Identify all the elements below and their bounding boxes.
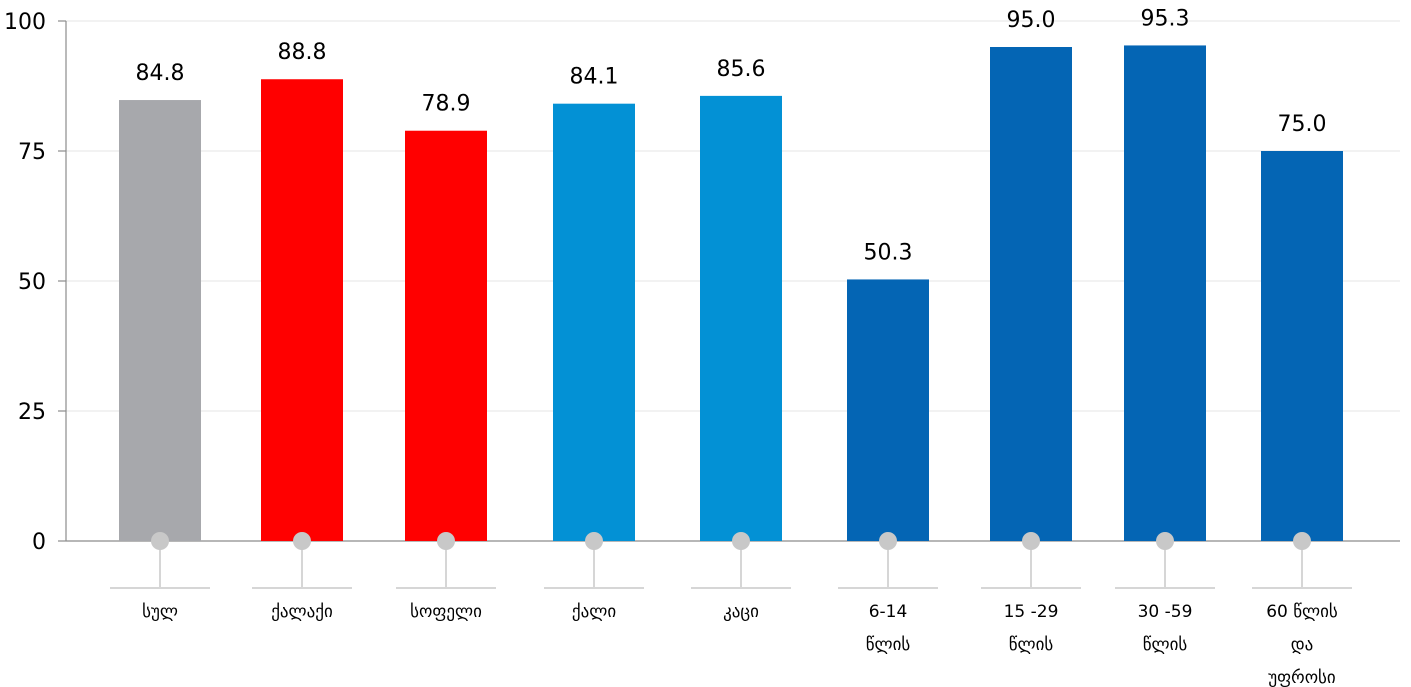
data-label: 88.8 [278,40,327,65]
bar [990,47,1072,541]
data-label: 84.1 [570,65,619,90]
bar [405,130,487,541]
x-tick-label: წლის [1009,635,1054,655]
bar [847,279,929,541]
category-marker-dot [151,532,169,550]
data-label: 50.3 [864,240,913,265]
x-tick-label: ქალაქი [271,602,333,622]
x-tick-label: 6-14 [869,602,908,622]
x-tick-label: 15 -29 [1004,602,1059,622]
bar [119,100,201,541]
category-marker-dot [732,532,750,550]
y-tick-label: 100 [4,10,46,35]
x-tick-label: კაცი [723,602,759,622]
bar [1261,151,1343,541]
bar [553,103,635,542]
bar [1124,45,1206,541]
data-label: 75.0 [1278,112,1327,137]
x-tick-label: 30 -59 [1138,602,1193,622]
category-marker-dot [293,532,311,550]
x-tick-label: სულ [142,602,178,622]
x-tick-label: წლის [866,635,911,655]
y-tick-label: 25 [18,400,46,425]
data-label: 85.6 [717,57,766,82]
y-tick-label: 0 [32,530,46,555]
category-marker-dot [585,532,603,550]
data-label: 78.9 [422,92,471,117]
category-marker-dot [1293,532,1311,550]
data-label: 95.0 [1007,8,1056,33]
category-marker-dot [1022,532,1040,550]
value-labels: 84.8 88.8 78.9 84.1 85.6 50.3 95.0 95.3 75.0 [136,6,1327,265]
x-tick-label: 60 წლის [1266,602,1338,622]
x-tick-label: და [1291,635,1314,655]
y-tick-label: 75 [18,140,46,165]
y-tick-label: 50 [18,270,46,295]
x-tick-label: უფროსი [1268,668,1336,687]
x-tick-label: ქალი [572,602,616,622]
category-marker-dot [437,532,455,550]
bars [119,45,1343,542]
category-marker-dot [879,532,897,550]
data-label: 95.3 [1141,6,1190,31]
bar [261,79,343,542]
category-labels: სულ ქალაქი სოფელი ქალი კაცი 6-14 წლის 15 -29 წლი… [110,532,1352,687]
bar [700,95,782,541]
x-tick-label: წლის [1143,635,1188,655]
data-label: 84.8 [136,61,185,86]
x-tick-label: სოფელი [410,602,482,622]
category-marker-dot [1156,532,1174,550]
